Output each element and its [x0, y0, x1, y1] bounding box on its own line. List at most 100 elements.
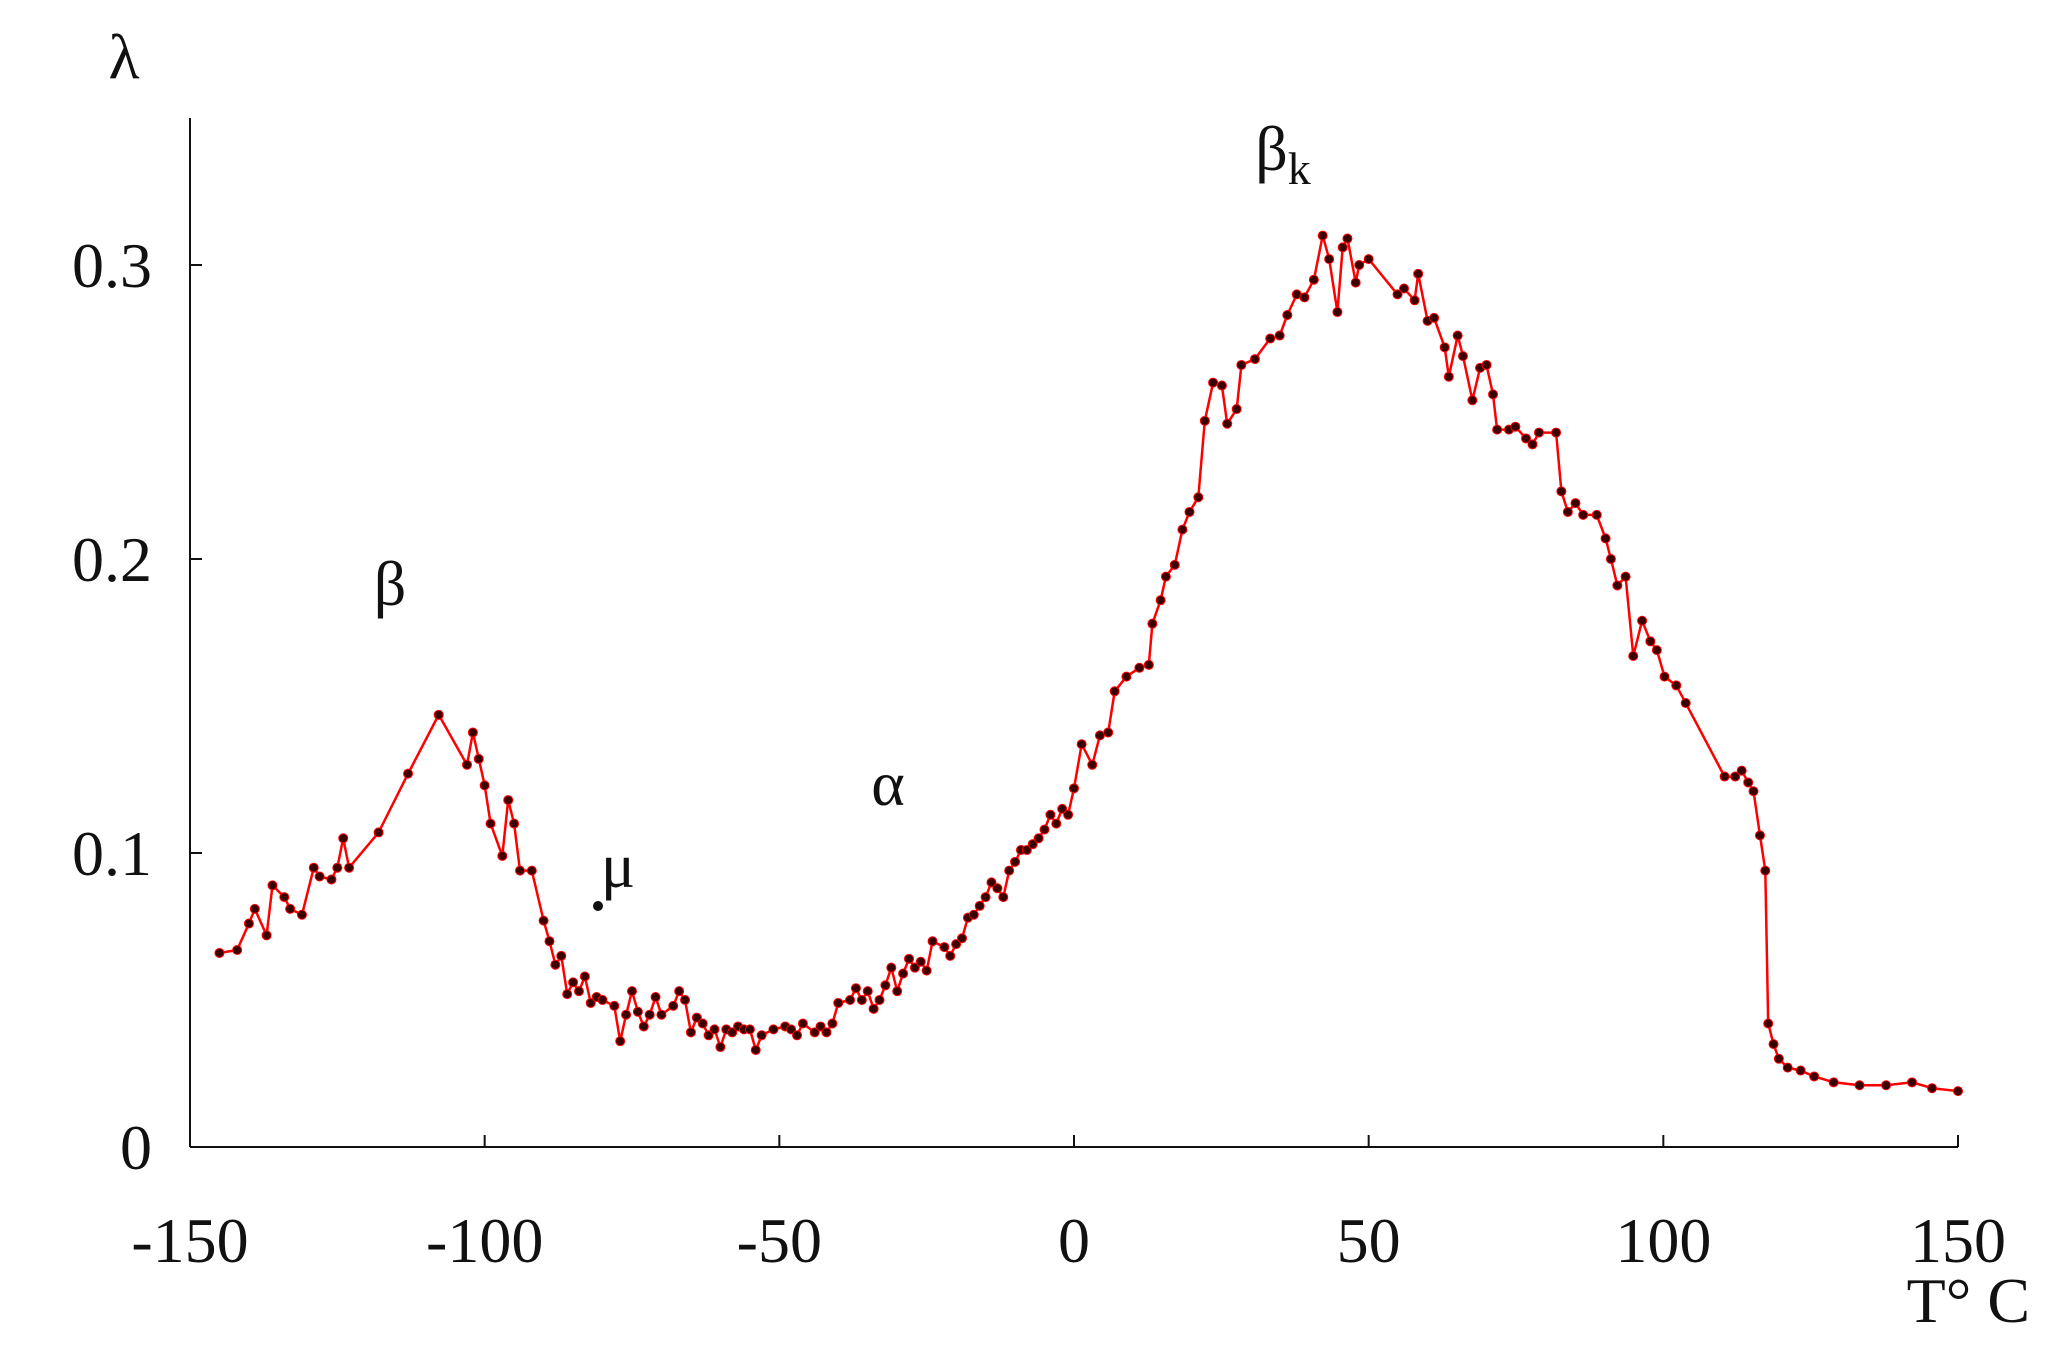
data-point [809, 1027, 820, 1038]
data-point [1317, 230, 1328, 241]
data-point [479, 780, 490, 791]
data-point [1004, 865, 1015, 876]
data-point [627, 986, 637, 997]
data-point [1562, 506, 1573, 517]
data-point [750, 1044, 761, 1055]
data-point [467, 727, 478, 738]
data-point [768, 1024, 779, 1035]
data-point [1177, 524, 1188, 535]
annotation: β [374, 548, 407, 619]
data-point [1452, 330, 1463, 341]
data-point [1265, 333, 1276, 344]
data-point [526, 865, 537, 876]
data-point [957, 933, 968, 944]
data-point [880, 980, 891, 991]
data-point [1409, 295, 1420, 306]
data-point [1481, 359, 1492, 370]
data-point [1184, 506, 1195, 517]
data-point [1736, 765, 1747, 776]
data-point [650, 992, 661, 1003]
data-point [308, 862, 319, 873]
data-point [615, 1036, 626, 1047]
y-axis-label: λ [108, 21, 139, 92]
y-tick-label: 0 [120, 1112, 152, 1183]
data-point [1332, 307, 1343, 318]
data-point [668, 1000, 679, 1011]
data-point [703, 1030, 714, 1041]
data-point [1443, 371, 1454, 382]
data-point [697, 1018, 708, 1029]
data-point [556, 950, 567, 961]
data-point [1051, 818, 1062, 829]
data-point [909, 962, 920, 973]
data-point [992, 883, 1003, 894]
data-point [1927, 1083, 1938, 1094]
data-point [1570, 498, 1581, 509]
data-point [1680, 698, 1691, 709]
data-point [1337, 242, 1348, 253]
data-point [568, 977, 579, 988]
data-point [433, 709, 444, 720]
data-point [1782, 1062, 1793, 1073]
data-point [1249, 354, 1260, 365]
annotation: α [871, 748, 905, 819]
data-point [232, 945, 243, 956]
data-point [1510, 421, 1521, 432]
data-point [485, 818, 496, 829]
data-point [1743, 777, 1754, 788]
data-point [1399, 283, 1410, 294]
data-point [786, 1024, 797, 1035]
data-line [219, 234, 1959, 1093]
data-point [644, 1009, 655, 1020]
data-point [1045, 809, 1056, 820]
data-point [1274, 330, 1285, 341]
data-point [638, 1021, 649, 1032]
data-point [685, 1027, 696, 1038]
data-point [921, 965, 932, 976]
data-point [797, 1018, 808, 1029]
data-point [1076, 739, 1087, 750]
x-tick-label: 0 [1058, 1205, 1090, 1276]
data-point [1795, 1065, 1806, 1076]
data-point [845, 995, 856, 1005]
data-point [998, 892, 1009, 903]
data-point [1342, 233, 1353, 244]
data-point [1021, 845, 1032, 856]
data-point [1143, 659, 1154, 670]
annotation: βk [1255, 113, 1311, 194]
data-point [1671, 680, 1682, 691]
data-point [886, 962, 897, 973]
data-point [1754, 830, 1765, 841]
data-point [1719, 771, 1730, 782]
x-tick-label: -150 [131, 1205, 248, 1276]
data-point [727, 1027, 738, 1038]
data-point [968, 909, 979, 920]
data-point [1109, 686, 1120, 697]
data-point [285, 903, 296, 914]
data-point [856, 995, 867, 1005]
data-point [544, 936, 555, 947]
data-point [1556, 486, 1567, 497]
data-point [1612, 580, 1623, 591]
data-point [515, 865, 526, 876]
data-point [874, 995, 885, 1005]
data-point [1069, 783, 1079, 794]
data-point [1953, 1086, 1963, 1097]
data-point [296, 909, 307, 920]
data-point [1492, 424, 1503, 435]
data-point [1299, 292, 1310, 303]
data-point [915, 956, 926, 967]
data-point [1488, 389, 1499, 400]
data-point [1308, 274, 1319, 285]
data-point [1087, 759, 1098, 770]
data-point [338, 833, 349, 844]
data-point [1527, 439, 1538, 450]
data-point [715, 1042, 726, 1053]
x-axis-label: T° C [1907, 1265, 2030, 1336]
data-point [597, 995, 608, 1005]
data-point [461, 759, 472, 770]
data-point [497, 850, 508, 861]
data-point [373, 827, 384, 838]
data-point [1748, 786, 1759, 797]
data-point [1392, 289, 1403, 300]
